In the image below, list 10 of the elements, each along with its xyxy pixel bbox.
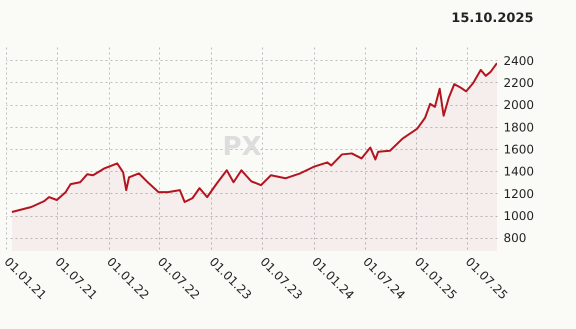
y-tick-label: 1400 <box>504 164 534 179</box>
y-tick-label: 2200 <box>504 76 534 90</box>
y-tick-label: 800 <box>504 231 526 246</box>
y-tick-label: 1200 <box>504 186 534 201</box>
y-tick-label: 2400 <box>504 54 534 68</box>
y-tick-label: 1800 <box>504 120 534 134</box>
y-tick-label: 1600 <box>504 142 534 156</box>
y-tick-label: 2000 <box>504 98 534 112</box>
chart-title: 15.10.2025 <box>451 11 534 26</box>
y-tick-label: 1000 <box>504 209 534 224</box>
